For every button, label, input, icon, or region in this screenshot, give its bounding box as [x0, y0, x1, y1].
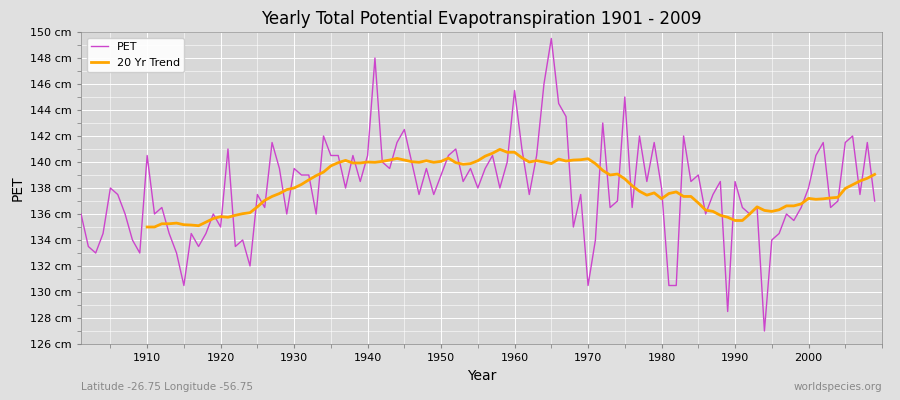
20 Yr Trend	[582, 156, 593, 161]
20 Yr Trend	[494, 147, 505, 152]
Title: Yearly Total Potential Evapotranspiration 1901 - 2009: Yearly Total Potential Evapotranspiratio…	[261, 10, 702, 28]
20 Yr Trend	[282, 187, 292, 192]
Y-axis label: PET: PET	[11, 175, 24, 201]
20 Yr Trend	[818, 196, 829, 201]
Text: Latitude -26.75 Longitude -56.75: Latitude -26.75 Longitude -56.75	[81, 382, 253, 392]
PET	[759, 329, 769, 334]
20 Yr Trend	[840, 186, 850, 191]
Line: 20 Yr Trend: 20 Yr Trend	[147, 149, 875, 227]
PET	[546, 36, 557, 41]
PET	[869, 199, 880, 203]
PET	[340, 186, 351, 190]
20 Yr Trend	[869, 172, 880, 177]
Legend: PET, 20 Yr Trend: PET, 20 Yr Trend	[86, 38, 184, 72]
PET	[296, 173, 307, 178]
PET	[134, 250, 145, 256]
PET	[509, 88, 520, 93]
20 Yr Trend	[141, 225, 152, 230]
20 Yr Trend	[524, 160, 535, 164]
X-axis label: Year: Year	[467, 368, 496, 382]
PET	[502, 160, 513, 164]
PET	[76, 212, 86, 216]
PET	[605, 205, 616, 210]
20 Yr Trend	[310, 173, 321, 178]
Text: worldspecies.org: worldspecies.org	[794, 382, 882, 392]
Line: PET: PET	[81, 38, 875, 331]
